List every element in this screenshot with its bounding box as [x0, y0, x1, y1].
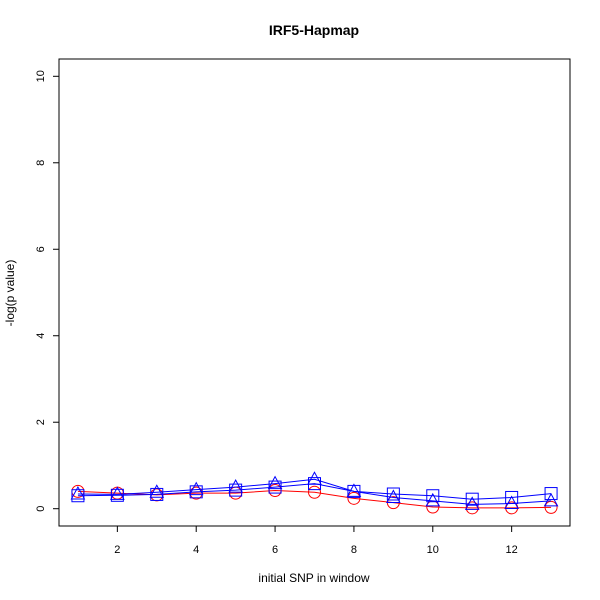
data-point: [386, 487, 400, 501]
x-tick-label: 10: [427, 544, 439, 556]
series-square: [71, 477, 558, 506]
series-triangle: [70, 471, 559, 510]
x-tick-label: 6: [272, 544, 278, 556]
data-point: [504, 495, 519, 510]
series-line: [77, 483, 552, 500]
data-point: [347, 491, 361, 505]
data-point: [229, 483, 243, 497]
plot-frame: [58, 58, 571, 527]
data-point: [347, 484, 361, 498]
x-tick-label: 2: [114, 544, 120, 556]
y-tick-label: 2: [35, 419, 47, 425]
data-point: [149, 484, 165, 498]
data-point: [426, 489, 440, 503]
x-axis: 2 4 6 8 10 12: [114, 526, 518, 556]
data-point: [228, 479, 243, 493]
data-point: [268, 480, 282, 494]
x-tick-label: 12: [506, 544, 518, 556]
data-point: [71, 489, 85, 503]
x-tick-label: 4: [193, 544, 199, 556]
data-point: [464, 496, 480, 510]
data-point: [307, 471, 322, 485]
chart-title: IRF5-Hapmap: [269, 22, 359, 38]
y-tick-label: 0: [35, 506, 47, 512]
data-point: [267, 475, 283, 490]
data-point: [188, 481, 204, 496]
data-point: [110, 486, 125, 500]
series-layer: [70, 471, 559, 515]
x-axis-label: initial SNP in window: [258, 571, 369, 585]
y-tick-label: 10: [35, 70, 47, 82]
data-point: [70, 485, 86, 500]
data-point: [465, 492, 479, 506]
y-axis-label: -log(p value): [3, 260, 17, 327]
y-tick-label: 6: [35, 246, 47, 252]
series-line: [77, 478, 552, 505]
y-tick-label: 8: [35, 160, 47, 166]
y-tick-label: 4: [35, 333, 47, 339]
data-point: [425, 492, 441, 507]
data-point: [386, 489, 401, 503]
data-point: [110, 488, 124, 502]
data-point: [505, 490, 519, 504]
data-point: [544, 487, 558, 501]
x-tick-label: 8: [351, 544, 357, 556]
data-point: [150, 487, 164, 501]
data-point: [308, 477, 321, 491]
y-axis: 0 2 4 6 8 10: [35, 70, 59, 512]
data-point: [308, 485, 321, 499]
data-point: [189, 485, 203, 499]
series-circle: [71, 484, 558, 515]
